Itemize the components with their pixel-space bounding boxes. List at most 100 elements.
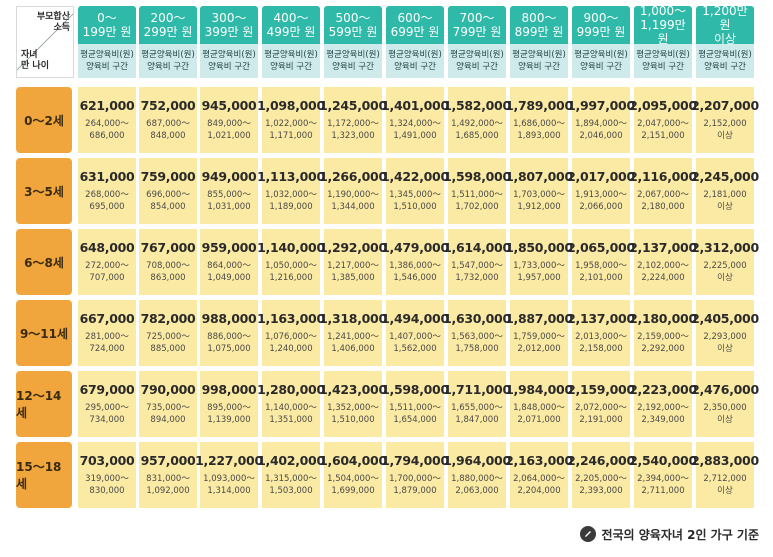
cost-range-value: 1,655,000～ 1,847,000 <box>451 403 503 425</box>
cost-range-value: 272,000～ 707,000 <box>85 261 129 283</box>
table-cell: 1,422,000 1,345,000～ 1,510,000 <box>381 158 449 224</box>
cost-range-value: 1,352,000～ 1,510,000 <box>327 403 379 425</box>
average-cost-value: 790,000 <box>140 382 196 397</box>
cost-range-value: 1,894,000～ 2,046,000 <box>575 119 627 141</box>
avg-cost-label: 평균양육비(원) <box>698 50 752 60</box>
cost-range-value: 1,140,000～ 1,351,000 <box>265 403 317 425</box>
column-subheader: 평균양육비(원) 양육비 구간 <box>572 44 630 78</box>
average-cost-value: 1,984,000 <box>505 382 573 397</box>
table-cell: 667,000 281,000～ 724,000 <box>78 300 136 366</box>
table-cell: 2,180,000 2,159,000～ 2,292,000 <box>629 300 697 366</box>
average-cost-value: 648,000 <box>79 240 135 255</box>
table-cell: 1,227,000 1,093,000～ 1,314,000 <box>195 442 263 508</box>
average-cost-value: 2,017,000 <box>567 169 635 184</box>
column-header: 0～ 199만 원 평균양육비(원) 양육비 구간 <box>78 6 136 78</box>
column-header: 400～ 499만 원 평균양육비(원) 양육비 구간 <box>262 6 320 78</box>
column-subheader: 평균양육비(원) 양육비 구간 <box>696 44 754 78</box>
cost-range-value: 281,000～ 724,000 <box>85 332 129 354</box>
average-cost-value: 2,883,000 <box>691 453 759 468</box>
average-cost-value: 1,887,000 <box>505 311 573 326</box>
cost-range-value: 1,733,000～ 1,957,000 <box>513 261 565 283</box>
average-cost-value: 1,402,000 <box>257 453 325 468</box>
average-cost-value: 1,266,000 <box>319 169 387 184</box>
cost-range-value: 725,000～ 885,000 <box>146 332 190 354</box>
table-cell: 2,116,000 2,067,000～ 2,180,000 <box>629 158 697 224</box>
average-cost-value: 1,598,000 <box>443 169 511 184</box>
avg-cost-label: 평균양육비(원) <box>264 50 318 60</box>
table-cell: 759,000 696,000～ 854,000 <box>139 158 197 224</box>
average-cost-value: 2,180,000 <box>629 311 697 326</box>
average-cost-value: 959,000 <box>201 240 257 255</box>
table-cell: 2,163,000 2,064,000～ 2,204,000 <box>505 442 573 508</box>
income-bracket-label: 300～ 399만 원 <box>200 6 258 44</box>
avg-cost-label: 평균양육비(원) <box>636 50 690 60</box>
table-cell: 1,984,000 1,848,000～ 2,071,000 <box>505 371 573 437</box>
average-cost-value: 1,401,000 <box>381 98 449 113</box>
cost-range-value: 1,848,000～ 2,071,000 <box>513 403 565 425</box>
footnote-text: 전국의 양육자녀 2인 가구 기준 <box>601 527 759 542</box>
average-cost-value: 1,479,000 <box>381 240 449 255</box>
cost-range-value: 1,703,000～ 1,912,000 <box>513 190 565 212</box>
cost-range-value: 2,205,000～ 2,393,000 <box>575 474 627 496</box>
cost-range-value: 864,000～ 1,049,000 <box>207 261 251 283</box>
avg-cost-label: 평균양육비(원) <box>574 50 628 60</box>
column-subheader: 평균양육비(원) 양육비 구간 <box>324 44 382 78</box>
income-bracket-label: 1,200만 원 이상 <box>696 4 754 46</box>
cost-range-value: 1,547,000～ 1,732,000 <box>451 261 503 283</box>
income-bracket-label: 700～ 799만 원 <box>448 6 506 44</box>
average-cost-value: 1,280,000 <box>257 382 325 397</box>
table-cell: 949,000 855,000～ 1,031,000 <box>200 158 258 224</box>
cost-range-value: 2,102,000～ 2,224,000 <box>637 261 689 283</box>
average-cost-value: 703,000 <box>79 453 135 468</box>
table-cell: 2,137,000 2,013,000～ 2,158,000 <box>567 300 635 366</box>
average-cost-value: 2,540,000 <box>629 453 697 468</box>
average-cost-value: 945,000 <box>201 98 257 113</box>
table-cell: 752,000 687,000～ 848,000 <box>139 87 197 153</box>
cost-range-value: 1,217,000～ 1,385,000 <box>327 261 379 283</box>
average-cost-value: 2,405,000 <box>691 311 759 326</box>
table-cell: 2,312,000 2,225,000 이상 <box>691 229 759 295</box>
cost-range-value: 1,241,000～ 1,406,000 <box>327 332 379 354</box>
average-cost-value: 2,476,000 <box>691 382 759 397</box>
average-cost-value: 949,000 <box>201 169 257 184</box>
table-cell: 1,479,000 1,386,000～ 1,546,000 <box>381 229 449 295</box>
table-cell: 1,604,000 1,504,000～ 1,699,000 <box>319 442 387 508</box>
column-header: 200～ 299만 원 평균양육비(원) 양육비 구간 <box>139 6 197 78</box>
cost-range-value: 2,152,000 이상 <box>703 119 747 141</box>
cost-range-value: 855,000～ 1,031,000 <box>207 190 251 212</box>
average-cost-value: 1,789,000 <box>505 98 573 113</box>
cost-range-value: 2,712,000 이상 <box>703 474 747 496</box>
average-cost-value: 1,614,000 <box>443 240 511 255</box>
column-header: 600～ 699만 원 평균양육비(원) 양육비 구간 <box>386 6 444 78</box>
cost-range-value: 2,225,000 이상 <box>703 261 747 283</box>
table-cell: 2,476,000 2,350,000 이상 <box>691 371 759 437</box>
cost-range-label: 양육비 구간 <box>208 62 250 72</box>
table-cell: 2,405,000 2,293,000 이상 <box>691 300 759 366</box>
column-header: 300～ 399만 원 평균양육비(원) 양육비 구간 <box>200 6 258 78</box>
cost-range-value: 708,000～ 863,000 <box>146 261 190 283</box>
average-cost-value: 679,000 <box>79 382 135 397</box>
average-cost-value: 752,000 <box>140 98 196 113</box>
average-cost-value: 1,598,000 <box>381 382 449 397</box>
income-bracket-label: 1,000～ 1,199만 원 <box>634 4 692 46</box>
cost-range-value: 687,000～ 848,000 <box>146 119 190 141</box>
cost-range-value: 1,700,000～ 1,879,000 <box>389 474 441 496</box>
table-cell: 1,582,000 1,492,000～ 1,685,000 <box>443 87 511 153</box>
table-cell: 2,245,000 2,181,000 이상 <box>691 158 759 224</box>
table-cell: 631,000 268,000～ 695,000 <box>78 158 136 224</box>
footnote: 전국의 양육자녀 2인 가구 기준 <box>580 524 759 544</box>
income-bracket-label: 200～ 299만 원 <box>139 6 197 44</box>
cost-range-label: 양육비 구간 <box>642 62 684 72</box>
average-cost-value: 1,245,000 <box>319 98 387 113</box>
table-cell: 1,887,000 1,759,000～ 2,012,000 <box>505 300 573 366</box>
cost-range-value: 1,511,000～ 1,702,000 <box>451 190 503 212</box>
average-cost-value: 1,113,000 <box>257 169 325 184</box>
average-cost-value: 2,159,000 <box>567 382 635 397</box>
column-header: 800～ 899만 원 평균양육비(원) 양육비 구간 <box>510 6 568 78</box>
age-group-label: 12～14세 <box>16 371 72 437</box>
table-cell: 957,000 831,000～ 1,092,000 <box>139 442 197 508</box>
average-cost-value: 998,000 <box>201 382 257 397</box>
table-cell: 1,318,000 1,241,000～ 1,406,000 <box>319 300 387 366</box>
table-cell: 2,095,000 2,047,000～ 2,151,000 <box>629 87 697 153</box>
cost-range-value: 1,563,000～ 1,758,000 <box>451 332 503 354</box>
